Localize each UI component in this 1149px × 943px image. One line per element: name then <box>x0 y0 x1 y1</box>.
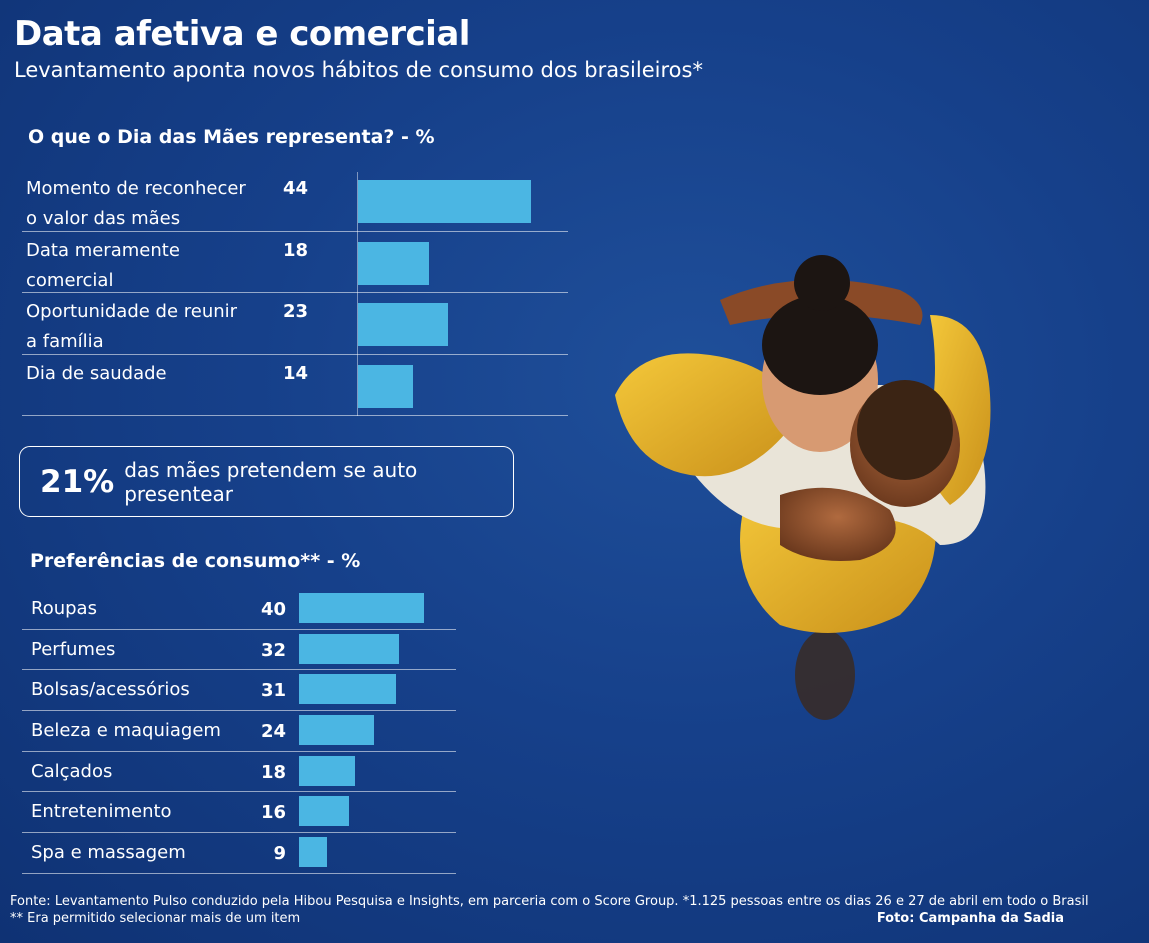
chart2-category-label: Bolsas/acessórios <box>31 679 190 701</box>
chart2-bars: Roupas 40 Perfumes 32 Bolsas/acessórios 31 Bel… <box>22 589 456 874</box>
chart1-category-label-line: comercial <box>26 269 114 291</box>
chart1-axis <box>357 172 358 416</box>
highlight-value: 21% <box>40 463 115 500</box>
chart2-value-label: 31 <box>260 680 286 702</box>
chart1-value-label: 44 <box>282 178 308 199</box>
chart2-category-label: Spa e massagem <box>31 842 186 864</box>
chart1-bar <box>358 364 414 408</box>
page-subtitle: Levantamento aponta novos hábitos de con… <box>14 58 703 82</box>
chart1-category-label-line: Dia de saudade <box>26 362 167 384</box>
chart1-category-label: Data meramente comercial <box>26 236 256 296</box>
chart1-bars: Momento de reconhecer o valor das mães 44 D… <box>22 170 568 416</box>
chart2-category-label: Beleza e maquiagem <box>31 720 221 742</box>
chart1-value-label: 14 <box>282 362 308 384</box>
chart2-bar <box>299 715 374 746</box>
chart1-row: Dia de saudade 14 <box>22 355 568 416</box>
chart1-category-label-line: a família <box>26 331 104 352</box>
chart2-bar <box>299 796 349 827</box>
chart1-category-label-line: o valor das mães <box>26 208 181 229</box>
chart2-value-label: 18 <box>260 761 286 783</box>
chart2-category-label: Roupas <box>31 598 97 619</box>
source-line-2: ** Era permitido selecionar mais de um i… <box>10 911 301 926</box>
page-title: Data afetiva e comercial <box>14 14 470 54</box>
chart1-value-label: 23 <box>282 301 308 322</box>
chart2-row: Perfumes 32 <box>22 630 456 671</box>
chart2-category-label: Perfumes <box>31 638 116 660</box>
chart1-category-label-line: Data meramente <box>26 239 180 261</box>
chart1-row: Momento de reconhecer o valor das mães 44 <box>22 170 568 232</box>
chart1-title: O que o Dia das Mães representa? - % <box>28 126 435 148</box>
chart1-bar <box>358 180 531 223</box>
chart2-row: Calçados 18 <box>22 752 456 793</box>
chart2-category-label: Calçados <box>31 760 113 782</box>
highlight-box: 21% das mães pretendem se auto presentea… <box>19 446 514 517</box>
chart2-row: Roupas 40 <box>22 589 456 630</box>
chart1-bar <box>358 303 449 346</box>
chart1-row: Data meramente comercial 18 <box>22 232 568 296</box>
chart2-bar <box>299 755 356 786</box>
chart1-category-label-line: Oportunidade de reunir <box>26 301 238 322</box>
chart1-bar <box>358 241 429 285</box>
chart2-value-label: 9 <box>273 843 286 865</box>
highlight-text: das mães pretendem se auto presentear <box>124 457 418 506</box>
chart2-title: Preferências de consumo** - % <box>30 550 361 572</box>
mother-daughter-hug-photo <box>615 255 991 720</box>
chart2-value-label: 32 <box>260 639 286 661</box>
chart1-row: Oportunidade de reunir a família 23 <box>22 293 568 355</box>
chart1-category-label: Momento de reconhecer o valor das mães <box>26 174 256 234</box>
chart2-category-label: Entretenimento <box>31 801 172 823</box>
photo-credit: Foto: Campanha da Sadia <box>876 911 1064 926</box>
chart2-bar <box>299 593 424 623</box>
chart2-value-label: 40 <box>260 599 286 620</box>
chart2-bar <box>299 674 396 705</box>
chart2-bar <box>299 837 328 868</box>
chart2-value-label: 24 <box>260 721 286 743</box>
chart1-category-label: Dia de saudade <box>26 359 256 389</box>
chart2-row: Beleza e maquiagem 24 <box>22 711 456 752</box>
chart1-category-label-line: Momento de reconhecer <box>26 178 246 199</box>
chart2-bar <box>299 633 399 664</box>
source-note: Fonte: Levantamento Pulso conduzido pela… <box>10 893 1089 927</box>
chart1-category-label: Oportunidade de reunir a família <box>26 297 256 357</box>
chart2-value-label: 16 <box>260 802 286 824</box>
chart2-row: Entretenimento 16 <box>22 792 456 834</box>
chart2-row: Spa e massagem 9 <box>22 833 456 874</box>
source-line-1: Fonte: Levantamento Pulso conduzido pela… <box>10 894 1089 909</box>
chart1-value-label: 18 <box>282 239 308 261</box>
chart2-row: Bolsas/acessórios 31 <box>22 670 456 712</box>
